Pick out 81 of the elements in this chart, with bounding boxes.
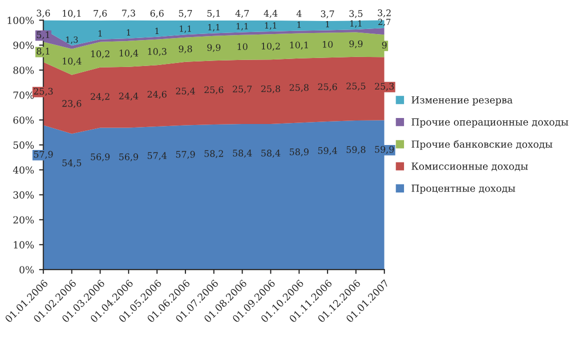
data-label: 59,9	[375, 146, 394, 154]
data-label: 24,2	[90, 93, 110, 101]
data-label: 58,9	[290, 148, 309, 156]
data-label: 7,6	[94, 10, 107, 18]
data-label: 58,2	[204, 150, 224, 158]
y-tick-label: 60%	[13, 116, 34, 124]
data-label: 10,1	[62, 10, 81, 18]
data-label: 1,1	[236, 23, 248, 30]
data-label: 1	[98, 30, 102, 36]
data-label: 9	[382, 42, 387, 49]
data-label: 1	[297, 22, 301, 28]
data-label: 59,8	[346, 146, 366, 154]
data-label: 1,1	[350, 20, 362, 28]
data-label: 10,2	[262, 42, 280, 51]
data-label: 25,5	[346, 82, 366, 91]
data-label: 25,8	[261, 85, 280, 94]
data-label: 57,9	[34, 150, 53, 159]
data-label: 25,7	[232, 86, 252, 94]
y-tick-label: 20%	[13, 216, 34, 224]
data-label: 3,5	[349, 10, 362, 18]
data-label: 7,3	[122, 10, 136, 18]
data-label: 1,1	[208, 24, 220, 32]
data-label: 56,9	[119, 153, 138, 162]
data-label: 10,1	[290, 42, 308, 50]
data-label: 8,1	[36, 48, 50, 56]
legend-label: Прочие банковские доходы	[412, 140, 552, 150]
data-label: 57,9	[176, 150, 195, 159]
y-tick-label: 100%	[8, 16, 34, 24]
data-label: 4,7	[235, 10, 249, 18]
data-label: 5,1	[36, 31, 50, 40]
data-label: 25,4	[176, 88, 196, 96]
data-label: 3,2	[378, 9, 391, 18]
data-label: 10	[238, 43, 248, 50]
data-label: 3,6	[36, 10, 50, 18]
data-label: 24,6	[148, 90, 167, 99]
legend-label: Прочие операционные доходы	[412, 118, 568, 128]
data-label: 3,7	[321, 10, 334, 18]
data-label: 25,8	[290, 84, 309, 92]
data-label: 1	[155, 28, 158, 34]
data-label: 10	[322, 40, 333, 48]
data-label: 4	[296, 10, 302, 17]
legend-label: Изменение резерва	[412, 96, 512, 106]
data-label: 25,3	[374, 82, 394, 91]
legend-label: Процентные доходы	[412, 184, 516, 194]
data-label: 25,6	[204, 86, 224, 94]
data-label: 1	[126, 29, 130, 36]
data-label: 25,3	[34, 88, 53, 96]
data-label: 1,1	[180, 26, 191, 33]
data-label: 25,6	[318, 83, 338, 92]
data-label: 9,9	[349, 40, 363, 48]
data-label: 5,1	[207, 10, 220, 18]
data-label: 57,4	[148, 152, 167, 160]
data-label: 58,4	[261, 150, 280, 158]
data-label: 4,4	[264, 10, 278, 18]
data-label: 54,5	[62, 159, 82, 168]
y-tick-label: 40%	[13, 166, 34, 174]
data-label: 1,3	[66, 36, 78, 44]
data-label: 10,3	[148, 48, 166, 56]
y-tick-label: 80%	[13, 66, 34, 74]
data-label: 24,4	[119, 92, 138, 100]
y-tick-label: 70%	[14, 92, 34, 99]
data-label: 10,4	[120, 50, 138, 58]
data-label: 1,1	[265, 22, 276, 30]
y-tick-label: 10%	[14, 241, 34, 248]
data-label: 6,6	[150, 10, 164, 18]
data-label: 56,9	[90, 153, 110, 162]
y-tick-label: 90%	[13, 42, 34, 49]
y-tick-label: 0%	[20, 266, 34, 274]
y-tick-label: 30%	[13, 191, 34, 199]
data-label: 58,4	[232, 150, 252, 158]
data-label: 5,7	[179, 10, 192, 18]
data-label: 59,4	[318, 147, 338, 156]
y-tick-label: 50%	[14, 141, 34, 149]
data-label: 1	[326, 21, 329, 28]
data-label: 9,8	[178, 45, 192, 54]
data-label: 2,7	[378, 18, 390, 26]
data-label: 10,4	[62, 58, 82, 66]
data-label: 10,2	[91, 50, 110, 58]
data-label: 23,6	[62, 100, 82, 108]
legend-label: Комиссионные доходы	[412, 162, 528, 172]
data-label: 9,9	[207, 44, 220, 52]
